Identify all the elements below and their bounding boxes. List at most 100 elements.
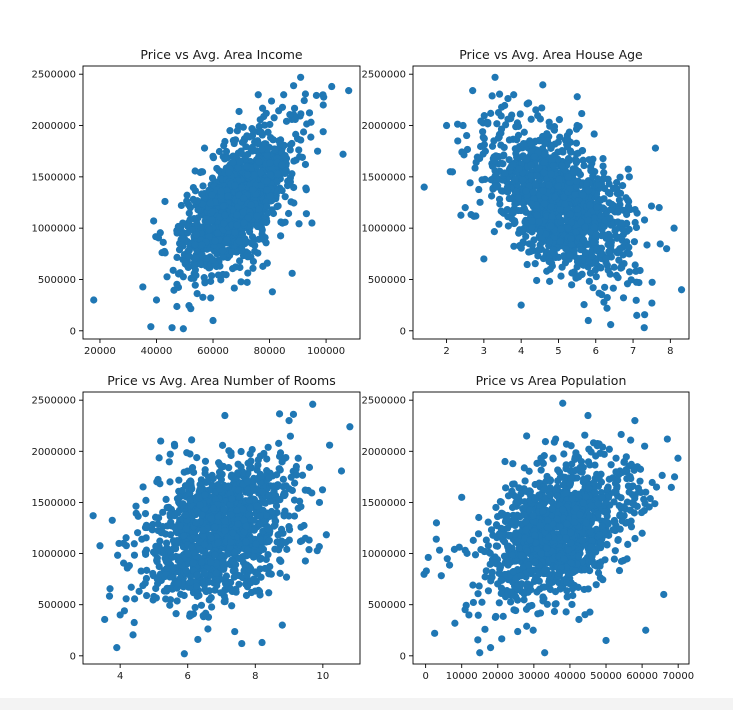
scatter-point bbox=[229, 152, 237, 160]
scatter-point bbox=[590, 238, 598, 247]
scatter-point bbox=[457, 211, 465, 219]
scatter-point bbox=[196, 168, 204, 177]
scatter-point bbox=[480, 141, 488, 149]
scatter-point bbox=[256, 555, 264, 563]
scatter-point bbox=[627, 460, 635, 468]
scatter-point bbox=[149, 569, 157, 578]
scatter-point bbox=[222, 147, 231, 156]
y-tick-label: 2500000 bbox=[31, 396, 76, 407]
scatter-point bbox=[182, 525, 190, 533]
scatter-point bbox=[493, 542, 502, 550]
x-tick-label: 80000 bbox=[254, 346, 286, 357]
scatter-point bbox=[219, 558, 227, 566]
scatter-point bbox=[615, 566, 624, 575]
scatter-point bbox=[257, 224, 266, 232]
scatter-point bbox=[655, 204, 663, 212]
scatter-point bbox=[208, 216, 216, 224]
scatter-point bbox=[193, 290, 201, 298]
scatter-point bbox=[130, 551, 139, 559]
scatter-point bbox=[212, 569, 220, 577]
scatter-point bbox=[625, 250, 633, 258]
scatter-point bbox=[207, 294, 215, 302]
scatter-point bbox=[173, 253, 181, 262]
scatter-point bbox=[270, 114, 278, 122]
scatter-point bbox=[605, 180, 613, 188]
scatter-point bbox=[204, 478, 212, 486]
scatter-point bbox=[562, 608, 570, 616]
scatter-point bbox=[96, 542, 104, 550]
scatter-point bbox=[263, 177, 271, 185]
scatter-point bbox=[515, 165, 523, 173]
scatter-point bbox=[572, 183, 580, 191]
y-tick-label: 2000000 bbox=[31, 447, 76, 458]
scatter-point bbox=[533, 211, 541, 219]
scatter-point bbox=[101, 615, 109, 624]
scatter-point bbox=[273, 471, 281, 479]
scatter-point bbox=[535, 217, 543, 226]
scatter-point bbox=[250, 526, 259, 534]
scatter-point bbox=[214, 512, 223, 521]
scatter-point bbox=[120, 559, 128, 567]
scatter-point bbox=[586, 201, 594, 209]
scatter-point bbox=[658, 471, 666, 480]
scatter-point bbox=[636, 477, 644, 485]
scatter-point bbox=[475, 185, 483, 194]
scatter-point bbox=[264, 525, 272, 533]
scatter-point bbox=[474, 636, 482, 644]
scatter-point bbox=[507, 598, 515, 606]
scatter-point bbox=[550, 125, 558, 134]
scatter-point bbox=[266, 192, 274, 200]
scatter-point bbox=[630, 500, 638, 509]
scatter-point bbox=[566, 147, 575, 155]
x-tick-label: 100000 bbox=[307, 346, 345, 357]
scatter-point bbox=[480, 134, 488, 143]
scatter-point bbox=[579, 156, 587, 164]
scatter-point bbox=[319, 91, 327, 99]
scatter-point bbox=[208, 603, 216, 611]
scatter-point bbox=[597, 212, 605, 220]
scatter-point bbox=[139, 283, 147, 291]
scatter-point bbox=[267, 97, 276, 105]
scatter-point bbox=[243, 132, 251, 140]
scatter-point bbox=[174, 579, 183, 587]
scatter-point bbox=[614, 536, 622, 544]
scatter-point bbox=[570, 168, 578, 176]
scatter-point bbox=[238, 639, 246, 648]
scatter-point bbox=[226, 127, 234, 135]
scatter-point bbox=[572, 177, 581, 185]
scatter-point bbox=[224, 192, 232, 200]
scatter-point bbox=[263, 186, 271, 194]
scatter-point bbox=[586, 228, 595, 236]
scatter-point bbox=[528, 223, 536, 231]
scatter-point bbox=[211, 237, 219, 245]
scatter-point bbox=[153, 548, 161, 556]
scatter-point bbox=[258, 104, 267, 112]
scatter-point bbox=[532, 106, 540, 114]
scatter-point bbox=[191, 281, 199, 289]
scatter-point bbox=[527, 161, 535, 169]
scatter-point bbox=[590, 130, 598, 138]
scatter-point bbox=[273, 178, 281, 186]
scatter-point bbox=[623, 498, 632, 506]
scatter-point bbox=[249, 238, 257, 246]
scatter-point bbox=[530, 152, 539, 161]
scatter-point bbox=[166, 584, 174, 593]
scatter-point bbox=[142, 496, 150, 504]
scatter-point bbox=[243, 478, 252, 486]
scatter-point bbox=[237, 183, 246, 192]
scatter-point bbox=[291, 479, 299, 487]
scatter-point bbox=[221, 211, 229, 219]
scatter-point bbox=[516, 110, 524, 118]
scatter-point bbox=[155, 454, 163, 462]
scatter-point bbox=[627, 276, 635, 284]
scatter-point bbox=[237, 278, 245, 286]
x-tick-label: 10 bbox=[316, 671, 329, 682]
scatter-point bbox=[632, 267, 640, 275]
y-tick-label: 500000 bbox=[38, 275, 76, 286]
scatter-point bbox=[213, 581, 221, 590]
scatter-point bbox=[508, 215, 516, 223]
scatter-point bbox=[573, 121, 581, 130]
scatter-point bbox=[232, 561, 240, 569]
scatter-point bbox=[346, 423, 354, 431]
scatter-point bbox=[163, 564, 171, 572]
